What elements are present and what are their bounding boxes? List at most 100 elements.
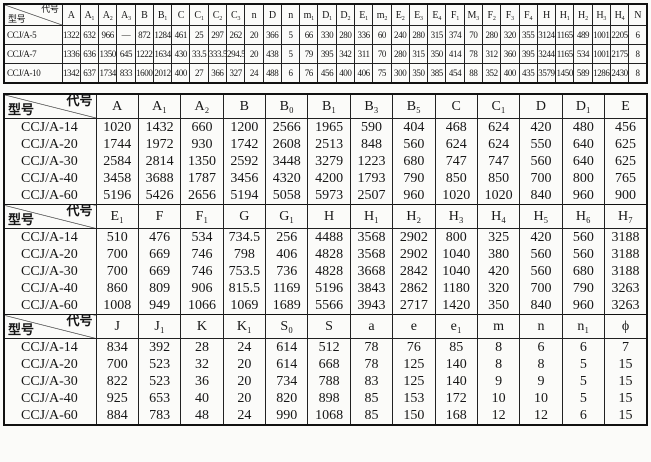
value-cell: 5196 xyxy=(95,187,139,205)
model-cell: CCJ/A-7 xyxy=(3,44,63,64)
model-cell: CCJ/A-30 xyxy=(3,373,97,390)
value-cell: 430 xyxy=(171,44,191,64)
value-cell: 5566 xyxy=(307,297,351,315)
value-cell: 624 xyxy=(476,118,521,136)
value-cell: 1286 xyxy=(591,63,611,84)
value-cell: 8 xyxy=(476,338,521,356)
value-cell: 560 xyxy=(519,263,563,280)
value-cell: 15 xyxy=(604,373,648,390)
value-cell: 9 xyxy=(476,373,521,390)
column-header: E₃ xyxy=(408,3,429,26)
table-row: CCJ/A-14 1020 1432 660 1200 2566 1965 590 404 468… xyxy=(3,118,648,136)
value-cell: 700 xyxy=(95,356,139,373)
value-cell: 6 xyxy=(561,338,606,356)
value-cell: 380 xyxy=(476,246,521,263)
value-cell: 640 xyxy=(561,136,606,153)
value-cell: 33.5 xyxy=(189,44,209,64)
column-header: C xyxy=(434,93,478,119)
value-cell: 1223 xyxy=(349,153,394,170)
value-cell: 5194 xyxy=(222,187,267,205)
value-cell: 700 xyxy=(95,246,139,263)
value-cell: 327 xyxy=(226,63,246,84)
column-header: B₁ xyxy=(152,3,173,26)
value-cell: 560 xyxy=(519,246,563,263)
section-header-row: 代号 型号 A A₁ A₂ B B₀ B₁ B₃ B₅ C C₁ D D₁ E xyxy=(3,93,648,119)
column-header: A₂ xyxy=(180,93,224,119)
value-cell: 1222 xyxy=(134,44,154,64)
column-header: H₁ xyxy=(555,3,575,26)
column-header: B₀ xyxy=(264,93,309,119)
value-cell: 834 xyxy=(95,338,139,356)
value-cell: 960 xyxy=(392,187,436,205)
column-header: H xyxy=(536,3,557,26)
value-cell: 8 xyxy=(476,356,521,373)
value-cell: 352 xyxy=(481,63,502,84)
column-header: S xyxy=(307,314,351,339)
column-header: m₂ xyxy=(372,3,392,26)
column-header: S₀ xyxy=(264,314,309,339)
value-cell: 1634 xyxy=(152,44,173,64)
value-cell: 1165 xyxy=(555,25,575,45)
value-cell: 960 xyxy=(561,187,606,205)
value-cell: 6 xyxy=(628,25,648,45)
value-cell: 28 xyxy=(180,338,224,356)
value-cell: 625 xyxy=(604,153,648,170)
column-header: m₁ xyxy=(299,3,319,26)
column-header: J₁ xyxy=(137,314,182,339)
value-cell: 435 xyxy=(518,63,538,84)
value-cell: 7 xyxy=(604,338,648,356)
value-cell: 3688 xyxy=(137,170,182,187)
value-cell: 5 xyxy=(561,356,606,373)
table-row: CCJ/A-60 884 783 48 24 990 1068 85 150 168 12 12 6 15 xyxy=(3,407,648,425)
value-cell: 790 xyxy=(561,280,606,297)
value-cell: 76 xyxy=(299,63,319,84)
table-row: CCJ/A-60 5196 5426 2656 5194 5058 5973 2507 960 1… xyxy=(3,187,648,205)
value-cell: 153 xyxy=(392,390,436,407)
value-cell: 297 xyxy=(207,25,228,45)
code-label: 代号 xyxy=(41,5,59,15)
column-header: C₂ xyxy=(207,3,228,26)
value-cell: 809 xyxy=(137,280,182,297)
value-cell: 637 xyxy=(79,63,100,84)
column-header: F₁ xyxy=(180,204,224,229)
value-cell: 3456 xyxy=(222,170,267,187)
corner-header-cell: 代号 型号 xyxy=(3,3,63,26)
column-header: D₁ xyxy=(317,3,337,26)
value-cell: 2584 xyxy=(95,153,139,170)
value-cell: 2608 xyxy=(264,136,309,153)
column-header: K₁ xyxy=(222,314,267,339)
value-cell: 680 xyxy=(561,263,606,280)
value-cell: 1008 xyxy=(95,297,139,315)
column-header: H₄ xyxy=(609,3,630,26)
column-header: H₂ xyxy=(573,3,593,26)
corner-header-cell: 代号 型号 xyxy=(3,93,97,119)
value-cell: 800 xyxy=(561,170,606,187)
value-cell: 320 xyxy=(476,280,521,297)
value-cell: 790 xyxy=(392,170,436,187)
value-cell: 480 xyxy=(561,118,606,136)
value-cell: 2012 xyxy=(152,63,173,84)
table-row: CCJ/A-20 700 669 746 798 406 4828 3568 2902 1040 3… xyxy=(3,246,648,263)
model-cell: CCJ/A-30 xyxy=(3,263,97,280)
value-cell: 1742 xyxy=(222,136,267,153)
value-cell: 395 xyxy=(518,44,538,64)
value-cell: 400 xyxy=(500,63,520,84)
column-header: M₃ xyxy=(463,3,483,26)
value-cell: 560 xyxy=(519,153,563,170)
value-cell: 700 xyxy=(519,170,563,187)
value-cell: 392 xyxy=(137,338,182,356)
model-cell: CCJ/A-60 xyxy=(3,187,97,205)
value-cell: 660 xyxy=(180,118,224,136)
table-row: CCJ/A-40 925 653 40 20 820 898 85 153 172 10 10 5 15 xyxy=(3,390,648,407)
value-cell: 5 xyxy=(561,373,606,390)
model-cell: CCJ/A-20 xyxy=(3,356,97,373)
model-cell: CCJ/A-40 xyxy=(3,390,97,407)
value-cell: 350 xyxy=(476,297,521,315)
value-cell: 624 xyxy=(434,136,478,153)
value-cell: 2656 xyxy=(180,187,224,205)
model-cell: CCJ/A-30 xyxy=(3,153,97,170)
value-cell: 280 xyxy=(481,25,502,45)
column-header: D₁ xyxy=(561,93,606,119)
value-cell: 3568 xyxy=(349,228,394,246)
value-cell: 20 xyxy=(244,44,264,64)
